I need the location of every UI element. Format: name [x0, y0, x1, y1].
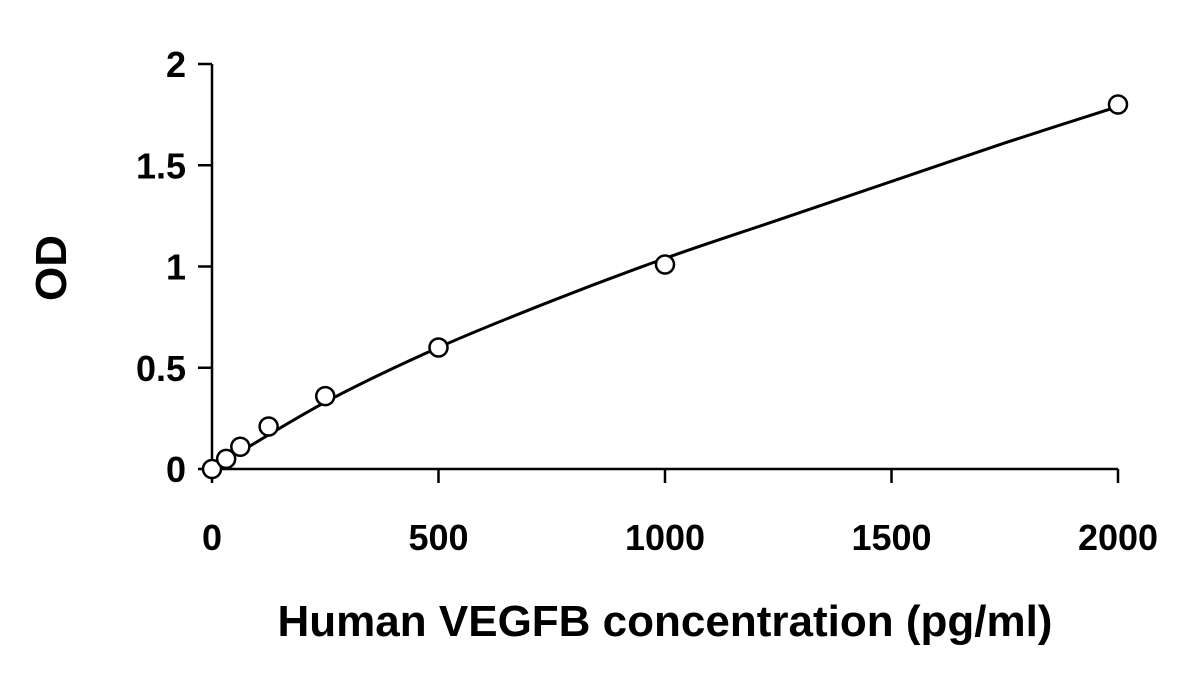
- fit-curve-group: [211, 105, 1119, 471]
- data-point: [215, 448, 237, 470]
- x-tick-label: 1500: [851, 517, 931, 558]
- data-point: [315, 385, 336, 407]
- x-axis-title: Human VEGFB concentration (pg/ml): [278, 597, 1053, 646]
- y-tick-label: 0.5: [136, 348, 186, 389]
- y-tick-label: 2: [166, 44, 186, 85]
- data-points-group: [201, 94, 1129, 480]
- y-tick-label: 0: [166, 449, 186, 490]
- x-tick-label: 500: [408, 517, 468, 558]
- data-point: [258, 416, 279, 437]
- x-tick-label: 1000: [625, 517, 705, 558]
- data-point: [654, 254, 676, 275]
- y-axis: 0 0.5 1 1.5 2: [136, 44, 214, 490]
- data-point: [230, 436, 251, 457]
- x-axis: 0 500 1000 1500 2000: [202, 467, 1158, 558]
- data-point: [201, 458, 223, 480]
- x-tick-label: 0: [202, 517, 222, 558]
- data-point: [1107, 94, 1129, 115]
- x-tick-label: 2000: [1078, 517, 1158, 558]
- data-point: [428, 337, 449, 358]
- fit-curve-line: [211, 105, 1119, 471]
- y-tick-label: 1: [166, 247, 186, 288]
- y-tick-label: 1.5: [136, 145, 186, 186]
- y-axis-title: OD: [27, 235, 76, 301]
